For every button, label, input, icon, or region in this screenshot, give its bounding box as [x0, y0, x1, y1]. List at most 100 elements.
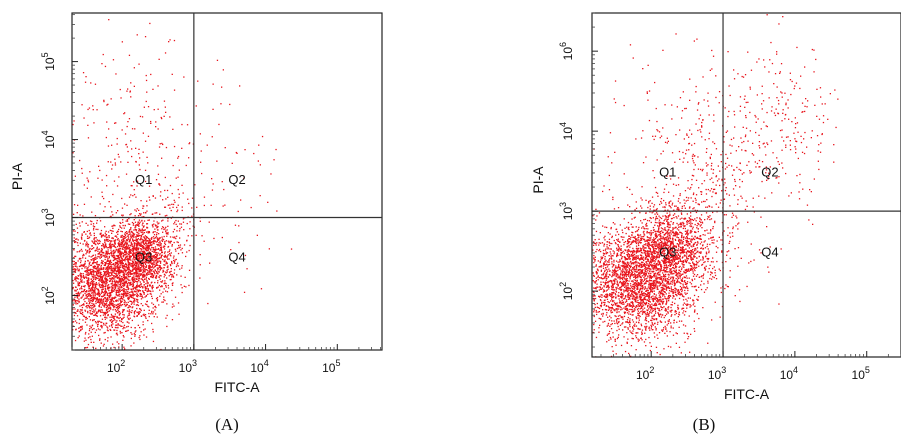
data-point [123, 239, 125, 241]
data-point [136, 311, 138, 313]
data-point [84, 81, 87, 83]
data-point [96, 263, 98, 265]
data-point [148, 268, 151, 270]
data-point [135, 161, 137, 163]
data-point [144, 257, 146, 260]
data-point [159, 143, 161, 145]
data-point [97, 291, 99, 293]
data-point [176, 274, 178, 276]
data-point [648, 336, 650, 339]
data-point [119, 324, 121, 326]
data-point [644, 247, 646, 249]
data-point [180, 275, 182, 277]
data-point [95, 249, 97, 251]
data-point [138, 276, 140, 278]
data-point [107, 340, 109, 342]
data-point [148, 196, 150, 198]
data-point [646, 325, 648, 328]
data-point [146, 210, 148, 212]
data-point [149, 199, 151, 201]
data-point [631, 280, 634, 282]
data-point [133, 300, 135, 302]
data-point [594, 306, 596, 309]
data-point [127, 329, 129, 332]
data-point [620, 277, 622, 279]
data-point [148, 219, 150, 221]
data-point [632, 303, 634, 305]
data-point [129, 252, 131, 254]
data-point [76, 227, 79, 229]
data-point [79, 250, 81, 252]
data-point [86, 305, 88, 307]
data-point [104, 312, 106, 315]
data-point [122, 283, 125, 285]
data-point [83, 264, 85, 266]
data-point [123, 272, 125, 274]
data-point [102, 285, 104, 287]
data-point [118, 276, 120, 278]
data-point [161, 226, 164, 228]
data-point [123, 284, 126, 287]
data-point [115, 304, 117, 306]
data-point [113, 259, 115, 261]
data-point [223, 188, 225, 191]
data-point [77, 291, 80, 293]
data-point [128, 296, 130, 298]
data-point [152, 226, 154, 228]
data-point [130, 265, 132, 267]
data-point [629, 272, 631, 274]
data-point [658, 252, 660, 254]
data-point [628, 257, 630, 259]
data-point [667, 308, 669, 310]
data-point [154, 257, 156, 259]
data-point [132, 248, 134, 250]
data-point [159, 242, 161, 244]
data-point [154, 240, 156, 242]
data-point [178, 230, 181, 232]
y-tick-label: 105 [40, 52, 57, 70]
data-point [136, 239, 139, 241]
data-point [89, 309, 91, 312]
data-point [122, 273, 124, 276]
data-point [183, 76, 185, 78]
data-point [606, 270, 609, 272]
data-point [82, 315, 85, 317]
data-point [616, 231, 618, 233]
data-point [663, 300, 665, 303]
data-point [611, 242, 613, 245]
data-point [120, 282, 122, 284]
data-point [119, 288, 121, 290]
data-point [163, 264, 165, 266]
data-point [151, 281, 153, 283]
data-point [113, 224, 115, 226]
data-point [122, 270, 124, 272]
data-point [86, 237, 89, 239]
data-point [105, 250, 107, 252]
data-point [133, 262, 135, 264]
data-point [627, 298, 630, 300]
data-point [593, 261, 595, 264]
data-point [682, 312, 684, 314]
data-point [103, 280, 105, 282]
data-point [134, 128, 136, 130]
data-point [140, 331, 142, 333]
data-point [74, 320, 77, 322]
data-point [655, 304, 658, 307]
data-point [623, 256, 625, 258]
data-point [132, 253, 134, 255]
data-point [156, 256, 158, 258]
data-point [105, 310, 108, 312]
data-point [96, 246, 98, 248]
data-point [143, 314, 145, 317]
data-point [134, 265, 136, 267]
data-point [632, 327, 634, 329]
data-point [78, 268, 80, 270]
data-point [131, 245, 133, 247]
data-point [145, 236, 148, 238]
data-point [659, 230, 662, 233]
data-point [120, 280, 123, 283]
data-point [163, 100, 166, 102]
data-point [110, 291, 113, 293]
data-point [655, 297, 657, 299]
data-point [95, 240, 97, 243]
